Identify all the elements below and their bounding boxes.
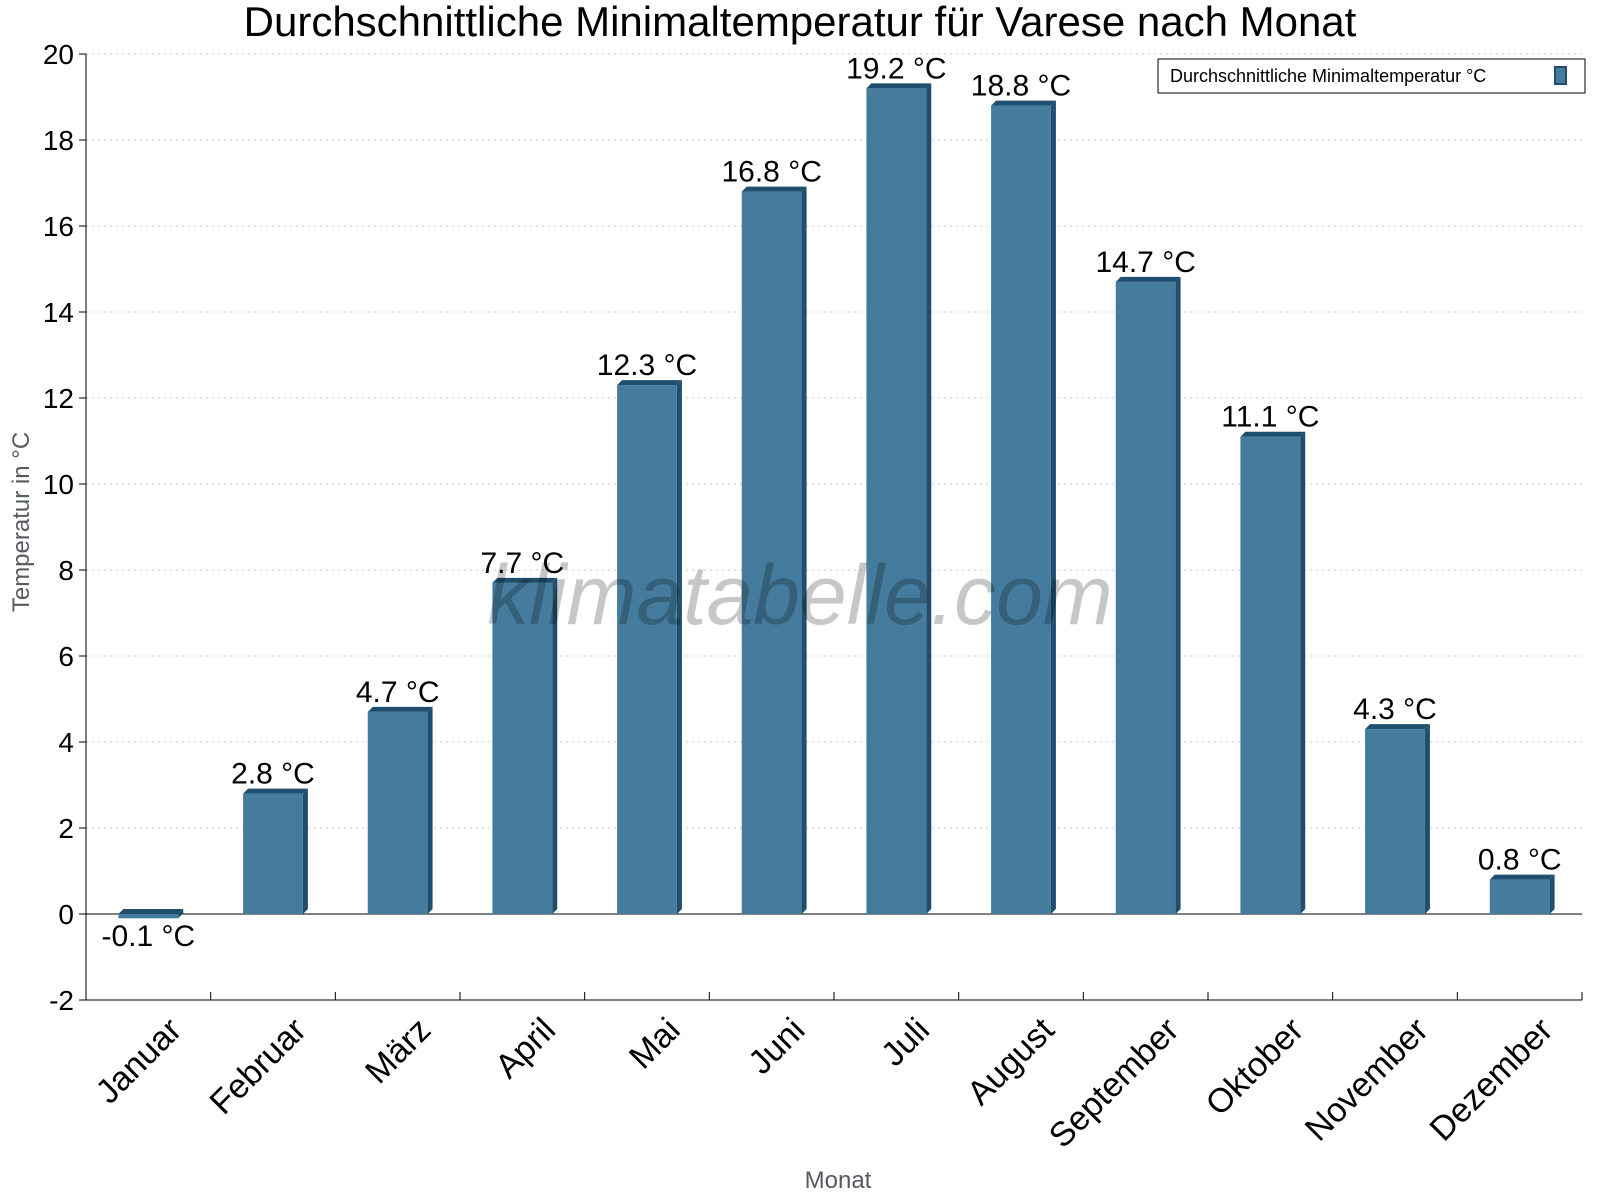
bar <box>367 711 428 914</box>
bar-top <box>1240 431 1306 437</box>
bar-top <box>741 186 807 192</box>
y-axis-title: Temperatur in °C <box>8 432 35 612</box>
bar-top <box>118 909 184 914</box>
bar-side <box>1050 100 1056 915</box>
bar-side <box>1175 276 1181 914</box>
bar-april <box>492 577 558 914</box>
y-tick-label: 0 <box>58 899 74 930</box>
value-label: 2.8 °C <box>231 758 315 791</box>
bar-side <box>427 706 433 914</box>
bar-side <box>1549 874 1555 914</box>
bar-side <box>1300 431 1306 914</box>
bar-top <box>367 706 433 712</box>
bar <box>1365 729 1425 914</box>
bar <box>243 793 303 914</box>
y-tick-label: -2 <box>49 985 74 1016</box>
x-axis-ticks: Januar Februar März April Mai Juni Juli AugustS… <box>89 992 1583 1155</box>
x-tick-label: Juli <box>874 1011 937 1074</box>
y-tick-label: 4 <box>58 727 74 758</box>
bar-top <box>1489 874 1555 880</box>
legend-swatch <box>1554 66 1567 85</box>
y-tick-label: 8 <box>58 555 74 586</box>
bar <box>1115 281 1176 914</box>
y-tick-label: 20 <box>43 39 74 70</box>
value-label: 0.8 °C <box>1478 844 1562 877</box>
x-tick-label: September <box>1042 1011 1186 1155</box>
grid-lines <box>86 53 1582 1001</box>
x-tick-label: November <box>1298 1011 1436 1149</box>
legend-label: Durchschnittliche Minimaltemperatur °C <box>1170 66 1486 86</box>
bar <box>866 88 927 914</box>
x-tick-label: Dezember <box>1423 1011 1561 1149</box>
bar <box>1240 436 1301 914</box>
value-label: 12.3 °C <box>597 349 697 382</box>
bar-side <box>552 577 558 914</box>
bar-september <box>1115 276 1181 914</box>
bar-top <box>243 788 308 794</box>
bar-februar <box>243 788 308 914</box>
bar-november <box>1365 724 1430 914</box>
bar-side <box>676 380 682 915</box>
x-tick-label: August <box>960 1010 1062 1112</box>
value-labels: -0.1 °C 2.8 °C 4.7 °C 7.7 °C 12.3 °C 16.8 °C 1… <box>101 52 1561 953</box>
y-tick-label: 6 <box>58 641 74 672</box>
bar-juli <box>866 83 932 914</box>
y-tick-label: 14 <box>43 297 74 328</box>
axes <box>85 54 1582 1001</box>
bar-side <box>1424 724 1430 914</box>
bar-oktober <box>1240 431 1306 914</box>
x-tick-label: Juni <box>741 1011 812 1082</box>
bar-top <box>866 83 932 89</box>
bar <box>492 582 553 914</box>
value-label: 18.8 °C <box>971 70 1071 103</box>
bar-märz <box>367 706 433 914</box>
watermark: klimatabelle.com <box>487 548 1113 642</box>
x-tick-label: Mai <box>622 1011 688 1077</box>
value-label: 14.7 °C <box>1095 246 1195 279</box>
bar <box>991 105 1051 915</box>
chart-title: Durchschnittliche Minimaltemperatur für … <box>244 0 1357 45</box>
x-axis-title: Monat <box>805 1167 872 1194</box>
y-tick-label: 10 <box>43 469 74 500</box>
x-tick-label: März <box>358 1011 438 1091</box>
bar-juni <box>741 186 807 915</box>
bar-top <box>991 100 1056 106</box>
y-tick-label: 16 <box>43 211 74 242</box>
bar-side <box>302 788 308 914</box>
bar-januar <box>118 909 184 919</box>
bar-side <box>926 83 932 914</box>
bar <box>617 385 677 915</box>
value-label: 7.7 °C <box>480 547 564 580</box>
bars <box>118 83 1555 919</box>
legend-box <box>1157 58 1586 94</box>
y-tick-label: 18 <box>43 125 74 156</box>
x-tick-label: Oktober <box>1199 1011 1311 1123</box>
legend: Durchschnittliche Minimaltemperatur °C <box>1157 58 1586 94</box>
bar <box>1489 879 1550 914</box>
bar <box>118 914 179 919</box>
value-label: 16.8 °C <box>721 156 821 189</box>
x-tick-label: Februar <box>203 1011 314 1122</box>
x-tick-label: Januar <box>89 1011 189 1111</box>
bar-top <box>617 380 682 386</box>
bar-top <box>492 577 558 583</box>
bar-dezember <box>1489 874 1555 914</box>
value-label: 4.7 °C <box>356 676 440 709</box>
bar-top <box>1115 276 1181 282</box>
value-label: 11.1 °C <box>1221 401 1319 434</box>
y-tick-label: 12 <box>43 383 74 414</box>
bar-side <box>801 186 807 915</box>
value-label: -0.1 °C <box>101 920 195 953</box>
bar-side <box>178 909 184 919</box>
y-axis-ticks: -2 0 2 4 6 8 10 12 14 16 18 20 <box>43 39 86 1016</box>
value-label: 4.3 °C <box>1353 693 1437 726</box>
bar-top <box>1365 724 1430 730</box>
value-label: 19.2 °C <box>846 52 946 85</box>
bar-august <box>991 100 1056 915</box>
x-tick-label: April <box>488 1011 563 1086</box>
y-tick-label: 2 <box>58 813 74 844</box>
bar <box>741 191 802 915</box>
bar-mai <box>617 380 682 915</box>
